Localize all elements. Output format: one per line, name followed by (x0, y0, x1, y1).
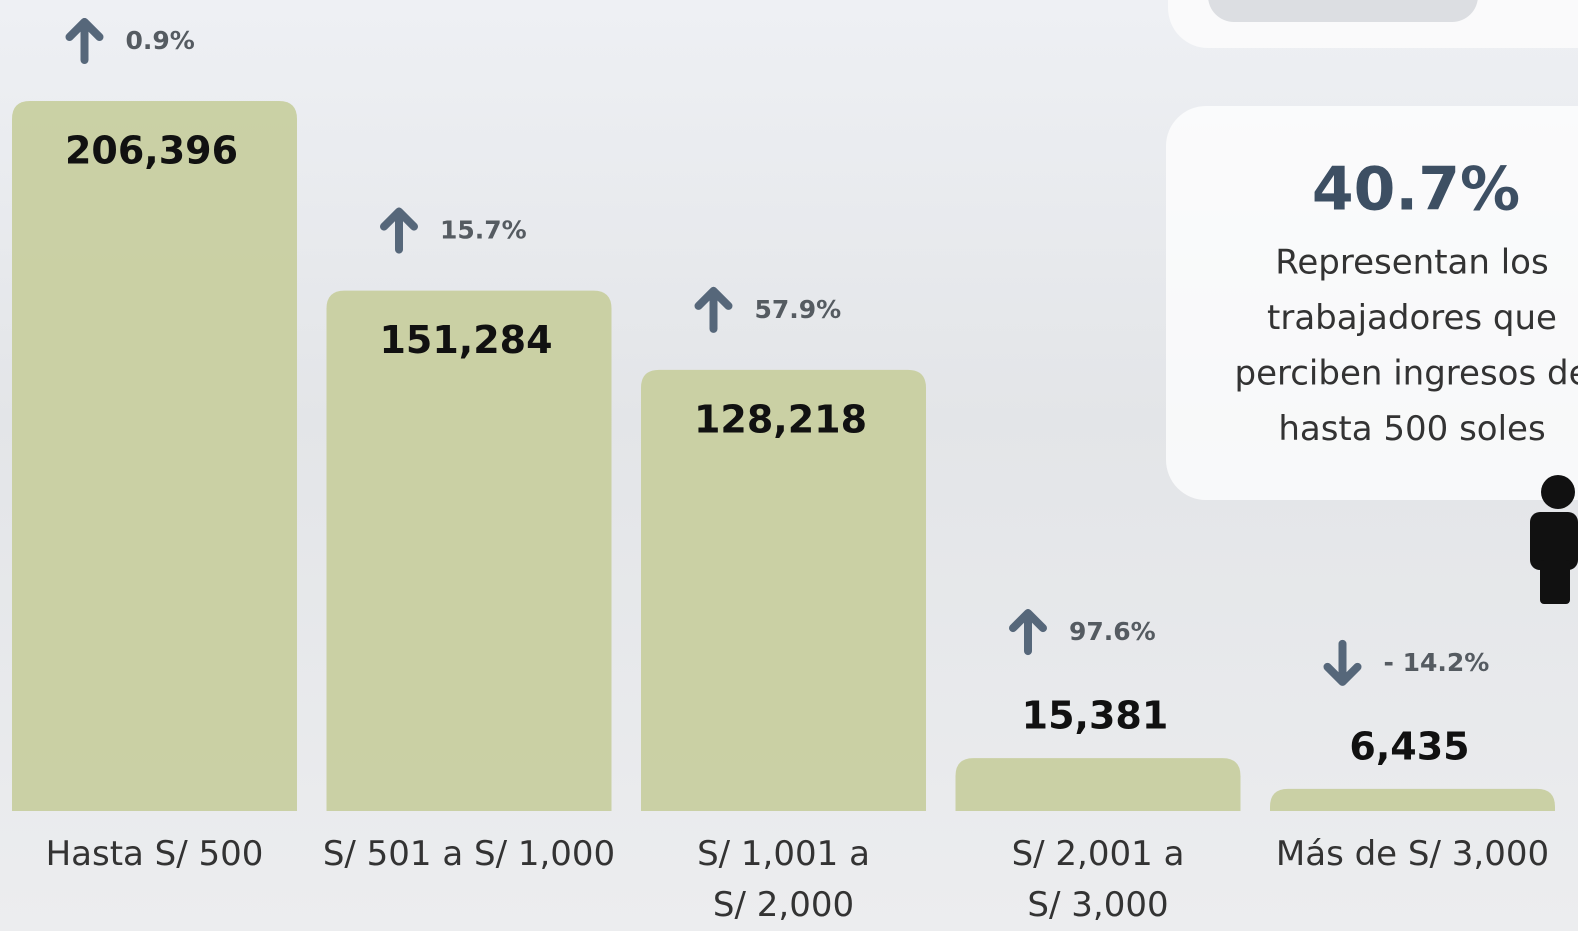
callout-line: Representan los (1275, 243, 1548, 283)
callout-line: perciben ingresos de (1235, 354, 1578, 394)
change-label: 97.6% (1069, 617, 1156, 646)
x-tick-label: Hasta S/ 500 (46, 834, 264, 874)
callout-value: 40.7% (1312, 155, 1520, 225)
value-label: 128,218 (694, 397, 867, 441)
bar (1270, 789, 1555, 811)
bar (12, 101, 297, 811)
chart: 40.7% Representan los trabajadores que per… (0, 0, 1578, 931)
bar (327, 291, 612, 811)
x-tick-label: Más de S/ 3,000 (1276, 834, 1549, 874)
page: 40.7% Representan los trabajadores que per… (0, 0, 1578, 931)
value-label: 6,435 (1349, 724, 1469, 768)
change-label: 0.9% (126, 26, 195, 55)
top-pill (1208, 0, 1478, 22)
bar (956, 758, 1241, 811)
value-label: 151,284 (379, 318, 552, 362)
callout-line: trabajadores que (1267, 298, 1557, 338)
change-label: 15.7% (440, 216, 527, 245)
callout-line: hasta 500 soles (1278, 409, 1545, 449)
change-label: 57.9% (755, 295, 842, 324)
x-tick-label: S/ 501 a S/ 1,000 (323, 834, 615, 874)
change-label: - 14.2% (1384, 648, 1490, 677)
value-label: 206,396 (65, 129, 238, 173)
value-label: 15,381 (1022, 694, 1169, 738)
